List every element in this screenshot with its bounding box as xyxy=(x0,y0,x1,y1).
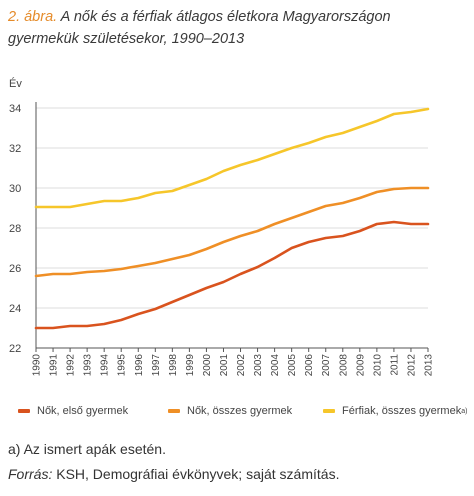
x-tick-label: 1993 xyxy=(83,354,94,377)
y-tick-label: 24 xyxy=(9,303,21,315)
x-tick-label: 1999 xyxy=(185,354,196,377)
x-tick-label: 2011 xyxy=(389,354,400,376)
x-tick-label: 2010 xyxy=(372,354,383,377)
tick-labels: 22 24 26 28 30 32 34 Év 1990 1991 1992 1993 1994 1995… xyxy=(9,77,435,376)
legend-item-series1: Nők, első gyermek xyxy=(18,405,128,417)
series-line-3 xyxy=(34,107,430,209)
x-tick-label: 1990 xyxy=(32,354,43,377)
x-tick-label: 2001 xyxy=(219,354,230,377)
axes xyxy=(35,102,429,352)
x-tick-label: 2002 xyxy=(236,354,247,377)
legend: Nők, első gyermek Nők, összes gyermek Fé… xyxy=(18,405,468,423)
line-chart: 22 24 26 28 30 32 34 Év 1990 1991 1992 1993 1994 1995… xyxy=(9,77,435,376)
x-tick-label: 1991 xyxy=(49,354,60,377)
x-tick-label: 2007 xyxy=(321,354,332,377)
source-label: Forrás: xyxy=(8,466,53,482)
legend-swatch-series1 xyxy=(18,409,30,413)
x-tick-label: 1994 xyxy=(100,354,111,377)
x-tick-label: 2013 xyxy=(424,354,435,377)
y-tick-label: 22 xyxy=(9,343,21,355)
x-tick-label: 2009 xyxy=(355,354,366,377)
legend-swatch-series2 xyxy=(168,409,180,413)
y-tick-label: 26 xyxy=(9,263,21,275)
figure-number: 2. ábra. xyxy=(8,9,58,25)
source-text: KSH, Demográfiai évkönyvek; saját számít… xyxy=(52,466,340,482)
x-tick-label: 1997 xyxy=(151,354,162,377)
legend-label-series3: Férfiak, összes gyermek xyxy=(342,405,462,417)
x-tick-label: 2003 xyxy=(253,354,264,377)
legend-footnote-mark: a) xyxy=(461,407,468,415)
y-tick-label: 34 xyxy=(9,103,21,115)
x-tick-label: 2004 xyxy=(270,354,281,377)
x-tick-label: 1998 xyxy=(168,354,179,377)
x-tick-label: 1995 xyxy=(117,354,128,377)
series-line-1 xyxy=(34,220,430,330)
x-tick-label: 2012 xyxy=(406,354,417,377)
x-tick-label: 2005 xyxy=(287,354,298,377)
x-tick-label: 2006 xyxy=(304,354,315,377)
series-line-2 xyxy=(34,186,430,278)
x-tick-label: 1992 xyxy=(66,354,77,377)
gridlines xyxy=(36,107,428,309)
legend-label-series2: Nők, összes gyermek xyxy=(187,405,293,417)
series-lines xyxy=(34,107,430,330)
legend-item-series3: Férfiak, összes gyermek a) xyxy=(323,405,467,417)
legend-label-series1: Nők, első gyermek xyxy=(37,405,129,417)
x-tick-label: 1996 xyxy=(134,354,145,377)
y-axis-label: Év xyxy=(9,77,22,90)
footnote: a) Az ismert apák esetén. xyxy=(8,441,166,457)
title-text: A nők és a férfiak átlagos életkora Magy… xyxy=(8,9,391,47)
legend-item-series2: Nők, összes gyermek xyxy=(168,405,292,417)
y-tick-label: 30 xyxy=(9,183,21,195)
x-tick-label: 2008 xyxy=(338,354,349,377)
y-tick-label: 32 xyxy=(9,143,21,155)
y-tick-label: 28 xyxy=(9,223,21,235)
legend-swatch-series3 xyxy=(323,409,335,413)
source-note: Forrás: KSH, Demográfiai évkönyvek; sajá… xyxy=(8,466,339,482)
chart-title: 2. ábra. A nők és a férfiak átlagos élet… xyxy=(8,6,458,50)
x-tick-label: 2000 xyxy=(202,354,213,377)
